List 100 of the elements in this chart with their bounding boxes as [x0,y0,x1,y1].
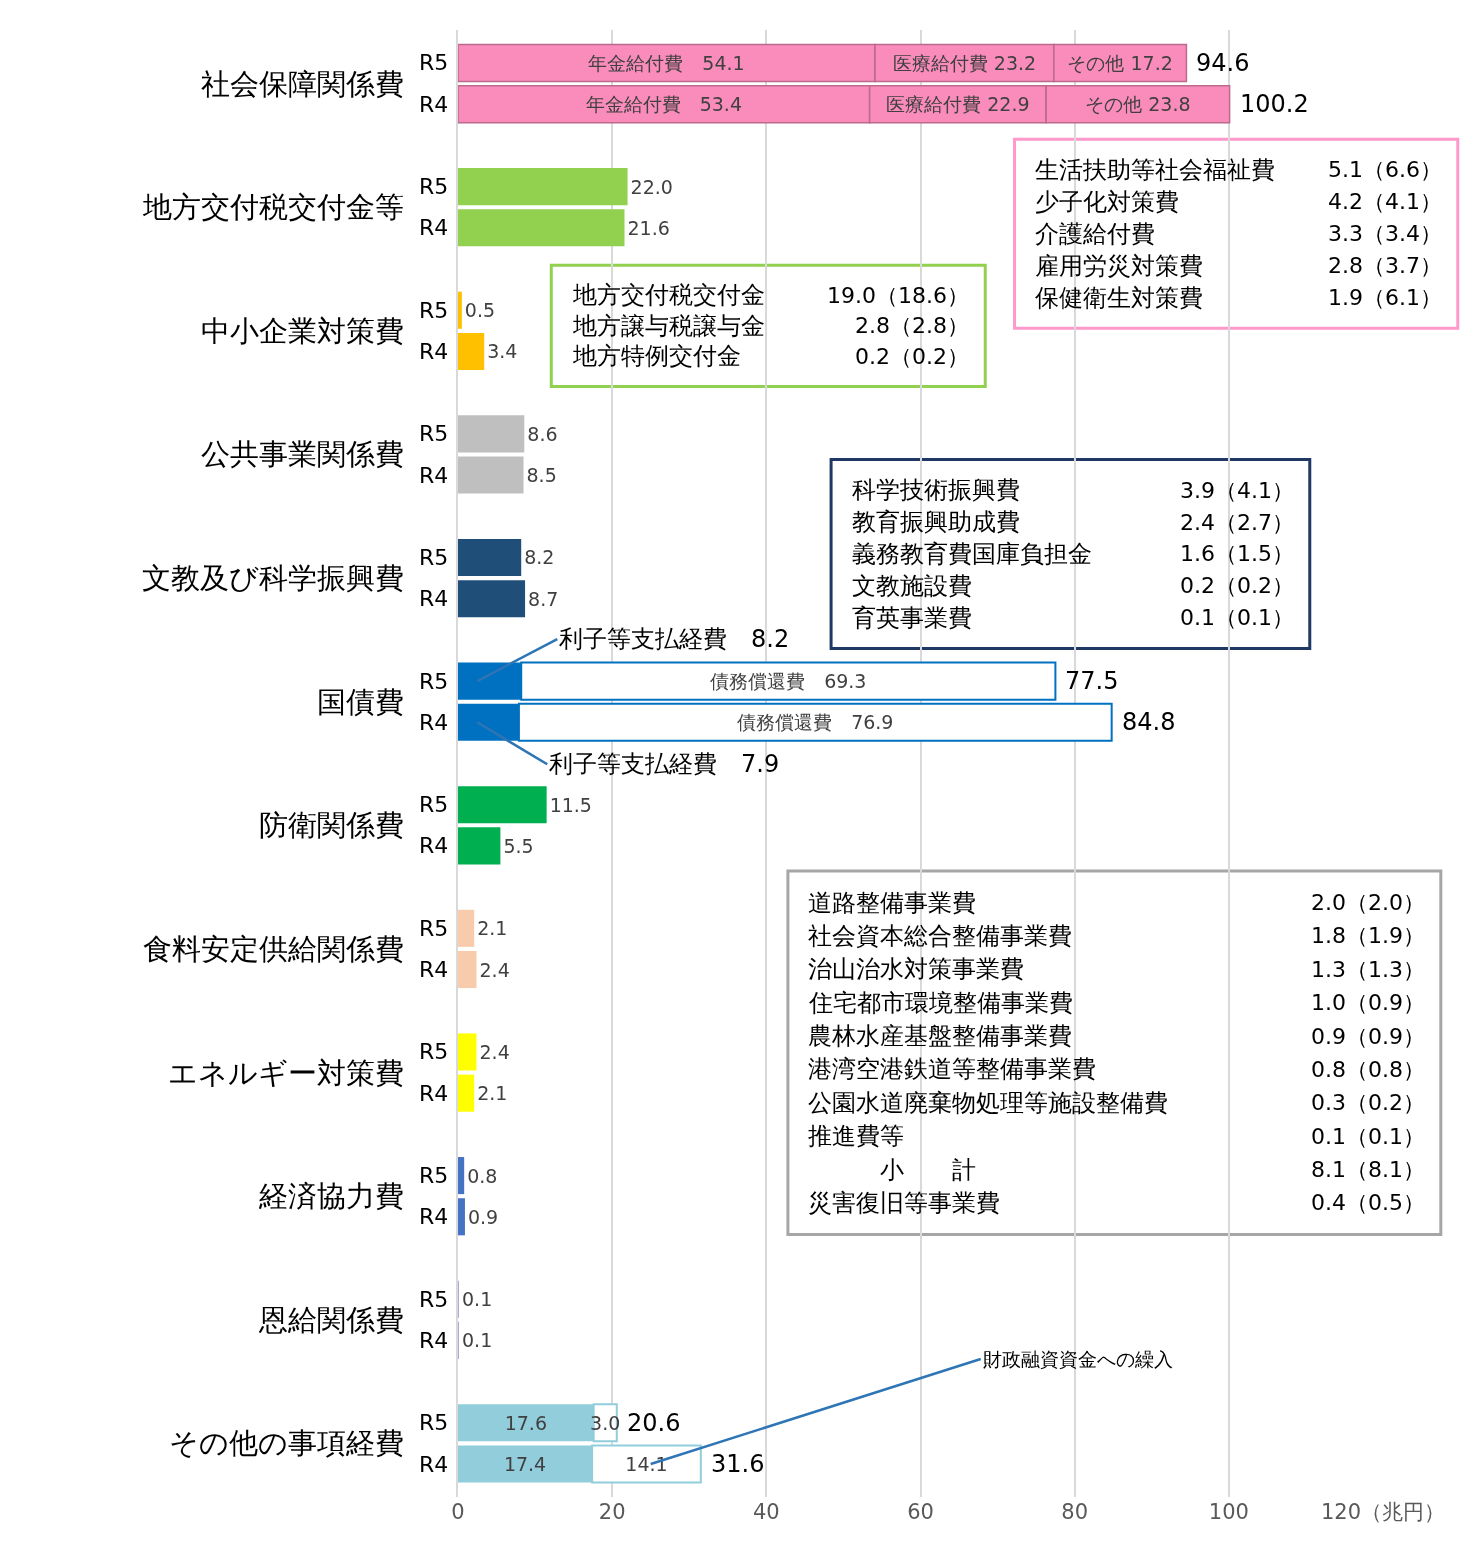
data-label: 2.4 [479,958,510,981]
x-tick-label: 80 [1061,1500,1089,1524]
annotation: 文教施設費 [852,572,972,600]
annotation: 3.3（3.4） [1328,221,1442,246]
data-label: 2.4 [479,1040,510,1063]
annotation: 2.8（2.8） [855,313,969,338]
data-label: 年金給付費 54.1 [588,51,745,74]
text: 公共事業関係費 [201,437,404,471]
annotation: 利子等支払経費 7.9 [549,750,780,778]
annotation: 生活扶助等社会福祉費 [1035,156,1275,184]
text: R5 [419,1163,449,1188]
data-label: 14.1 [625,1453,668,1476]
x-tick-label: 120（兆円） [1320,1500,1446,1524]
text: R4 [419,339,449,364]
text: R4 [419,957,449,982]
data-label: 11.5 [549,793,592,816]
annotation: 0.8（0.8） [1311,1057,1425,1082]
text: R5 [419,669,449,694]
annotation: 小 計 [808,1156,976,1184]
annotation: 保健衛生対策費 [1035,284,1203,312]
data-label: 0.9 [467,1205,499,1228]
x-tick-label: 0 [451,1500,465,1524]
x-tick-label: 20 [598,1500,626,1524]
annotation: 住宅都市環境整備事業費 [808,989,1073,1017]
annotation: 1.6（1.5） [1180,541,1294,566]
text: R5 [419,792,449,817]
data-label: 5.5 [503,834,534,857]
text: R5 [419,1410,449,1435]
text: 国債費 [317,685,404,719]
text: R5 [419,174,449,199]
annotation: 少子化対策費 [1035,188,1179,216]
annotation: 利子等支払経費 8.2 [559,625,790,653]
data-label: 17.6 [504,1411,547,1434]
total-label: 20.6 [627,1409,681,1437]
data-label: その他 23.8 [1085,93,1191,116]
text: R5 [419,1287,449,1312]
annotation: 教育振興助成費 [852,508,1020,536]
text: R4 [419,463,449,488]
text: R4 [419,833,449,858]
text: その他の事項経費 [169,1426,404,1460]
data-label: 8.7 [528,587,559,610]
total-label: 84.8 [1122,708,1176,736]
annotation: 5.1（6.6） [1328,157,1442,182]
text: 社会保障関係費 [201,67,404,101]
data-label: 17.4 [503,1453,547,1476]
annotation: 3.9（4.1） [1180,478,1294,503]
text: R5 [419,421,449,446]
data-label: 債務償還費 76.9 [737,711,894,734]
annotation: 0.2（0.2） [1180,573,1294,598]
data-label: 年金給付費 53.4 [585,93,742,116]
total-label: 31.6 [711,1450,765,1478]
text: 防衛関係費 [259,808,404,842]
data-label: 8.5 [526,464,557,487]
data-label: 0.8 [467,1164,498,1187]
annotation: 2.0（2.0） [1311,890,1425,915]
annotation: 科学技術振興費 [852,476,1020,504]
annotation: 財政融資資金への繰入 [983,1348,1173,1370]
text: 文教及び科学振興費 [142,561,404,595]
text: 中小企業対策費 [201,314,404,348]
annotation: 災害復旧等事業費 [808,1189,1000,1217]
data-label: 2.1 [477,1082,508,1105]
x-tick-label: 100 [1208,1500,1249,1524]
annotation: 0.1（0.1） [1311,1124,1425,1149]
data-label: 3.4 [487,340,518,363]
data-label: 0.5 [464,299,496,322]
annotation: 0.4（0.5） [1311,1190,1425,1215]
data-label: その他 17.2 [1067,51,1173,74]
text: R5 [419,545,449,570]
data-label: 21.6 [627,216,670,239]
text: R5 [419,50,449,75]
annotation: 8.1（8.1） [1311,1157,1425,1182]
text: R5 [419,916,449,941]
annotation: 4.2（4.1） [1328,189,1442,214]
annotation: 介護給付費 [1035,220,1155,248]
annotation: 0.3（0.2） [1311,1090,1425,1115]
annotation: 1.0（0.9） [1311,990,1425,1015]
annotation: 公園水道廃棄物処理等施設整備費 [808,1089,1168,1117]
text: R4 [419,1328,449,1353]
annotation: 2.4（2.7） [1180,510,1294,535]
x-tick-label: 60 [907,1500,934,1524]
annotation: 道路整備事業費 [808,889,976,917]
total-label: 100.2 [1240,90,1309,118]
data-label: 0.1 [462,1329,493,1352]
text: エネルギー対策費 [168,1056,404,1090]
annotation: 社会資本総合整備事業費 [808,922,1072,950]
data-label: 0.1 [462,1288,493,1311]
annotation: 19.0（18.6） [827,283,969,308]
data-label: 債務償還費 69.3 [710,670,867,693]
annotation: 0.9（0.9） [1311,1024,1425,1049]
annotation: 地方譲与税譲与金 [572,312,765,340]
annotation: 1.9（6.1） [1328,285,1442,310]
data-label: 2.1 [477,917,508,940]
annotation: 1.3（1.3） [1311,957,1425,982]
annotation: 0.2（0.2） [855,344,969,369]
annotation: 0.1（0.1） [1180,605,1294,630]
annotation: 2.8（3.7） [1328,253,1442,278]
text: 恩給関係費 [258,1303,404,1337]
data-label: 8.2 [524,546,555,569]
text: R4 [419,710,449,735]
text: R5 [419,298,449,323]
